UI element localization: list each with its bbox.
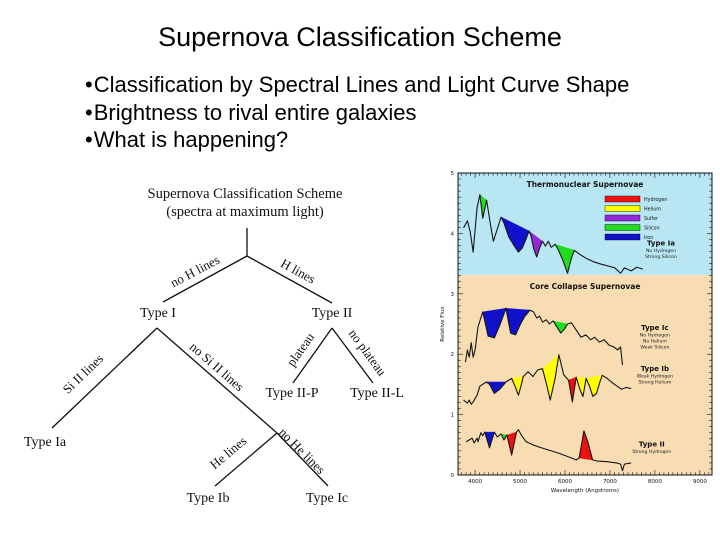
legend-label: Sulfer bbox=[644, 216, 658, 222]
tree-node-type-ii-l: Type II-L bbox=[350, 386, 404, 401]
legend-swatch-iron bbox=[604, 233, 641, 241]
series-label: Type Ib bbox=[641, 365, 669, 373]
series-label: Type Ia bbox=[647, 239, 675, 247]
series-annotation: No Hydrogen bbox=[646, 248, 676, 254]
core-collapse-title: Core Collapse Supernovae bbox=[530, 282, 641, 291]
tree-edge bbox=[276, 432, 329, 487]
legend-label: Silicon bbox=[644, 226, 660, 232]
series-annotation: Strong Silicon bbox=[645, 254, 677, 260]
y-tick-label: 1 bbox=[451, 413, 455, 419]
tree-edge bbox=[162, 255, 248, 303]
x-tick-label: 9000 bbox=[693, 479, 707, 485]
x-tick-label: 7000 bbox=[603, 479, 617, 485]
slide-title: Supernova Classification Scheme bbox=[158, 22, 562, 52]
bullet-marker: • bbox=[85, 99, 93, 125]
bullet-item: •Classification by Spectral Lines and Li… bbox=[85, 71, 629, 99]
series-label: Type II bbox=[639, 441, 665, 449]
series-annotation: No Hydrogen bbox=[640, 333, 670, 339]
bullet-marker: • bbox=[85, 72, 93, 97]
y-tick-label: 3 bbox=[451, 292, 455, 298]
legend-swatch-helium bbox=[604, 205, 641, 212]
y-tick-label: 2 bbox=[451, 352, 455, 358]
tree-edge-label: H lines bbox=[278, 255, 318, 286]
legend-swatch-hydrogen bbox=[604, 195, 641, 203]
spectrum-curve bbox=[465, 429, 632, 472]
tree-edge bbox=[331, 327, 374, 384]
bullet-text: What is happening? bbox=[93, 127, 289, 152]
legend-label: Hydrogen bbox=[644, 197, 667, 203]
tree-title-line2: (spectra at maximum light) bbox=[166, 204, 324, 220]
y-tick-label: 5 bbox=[451, 171, 455, 177]
series-annotation: No Helium bbox=[643, 339, 667, 345]
y-axis-title: Relative Flux bbox=[440, 306, 446, 342]
legend-label: Iron bbox=[644, 235, 653, 241]
tree-edge bbox=[51, 327, 158, 429]
x-tick-label: 6000 bbox=[558, 479, 572, 485]
plot-frame bbox=[457, 172, 713, 476]
tree-title-line1: Supernova Classification Scheme bbox=[148, 186, 343, 202]
x-tick-label: 8000 bbox=[648, 479, 662, 485]
tree-edge-label: no plateau bbox=[346, 326, 390, 379]
tree-node-type-ii-p: Type II-P bbox=[265, 386, 318, 401]
tree-edge bbox=[214, 432, 278, 487]
tree-edge-label: Si II lines bbox=[59, 351, 106, 397]
axis-labels: 0 1 2 3 4 5 4000 5000 6000 7000 8000 9000 Wavelength… bbox=[440, 171, 707, 494]
classification-tree-diagram: Supernova Classification Scheme (spectra … bbox=[24, 186, 404, 506]
tree-edge bbox=[292, 327, 333, 384]
series-annotation: Weak Silicon bbox=[640, 345, 669, 351]
spectrum-curve bbox=[463, 354, 632, 405]
tree-node-type-i: Type I bbox=[140, 306, 176, 321]
supernova-spectra-chart: 0 1 2 3 4 5 4000 5000 6000 7000 8000 9000 Wavelength… bbox=[440, 171, 713, 494]
legend-swatch-sulfer bbox=[604, 214, 641, 222]
tree-edge bbox=[156, 327, 278, 434]
x-tick-label: 5000 bbox=[513, 479, 527, 485]
tree-node-type-ic: Type Ic bbox=[306, 491, 348, 506]
legend: Hydrogen Helium Sulfer Silicon Iron bbox=[604, 195, 667, 241]
thermonuclear-title: Thermonuclear Supernovae bbox=[527, 180, 644, 189]
tree-node-type-ii: Type II bbox=[312, 306, 353, 321]
spectrum-curve bbox=[463, 194, 643, 274]
tree-edge-label: He lines bbox=[207, 433, 250, 472]
tree-node-type-ia: Type Ia bbox=[24, 435, 67, 450]
tree-nodes: Type I Type II Type Ia Type Ib Type Ic Type I… bbox=[24, 306, 404, 506]
bullet-text: Classification by Spectral Lines and Lig… bbox=[93, 72, 630, 97]
series-label: Type Ic bbox=[641, 324, 668, 332]
legend-swatch-silicon bbox=[604, 224, 641, 231]
series-annotation: Weak Hydrogen bbox=[637, 374, 673, 380]
y-tick-label: 4 bbox=[451, 231, 455, 237]
series-annotation: Strong Helium bbox=[638, 380, 671, 386]
bullet-list: •Classification by Spectral Lines and Li… bbox=[85, 71, 629, 154]
tree-edge-label: no Si II lines bbox=[187, 339, 247, 394]
spectrum-curve bbox=[464, 307, 624, 366]
tree-edge-label: no He lines bbox=[276, 425, 328, 477]
x-axis-title: Wavelength (Angstroms) bbox=[551, 488, 619, 494]
bullet-item: •What is happening? bbox=[85, 126, 629, 154]
y-tick-label: 0 bbox=[451, 473, 455, 479]
x-tick-label: 4000 bbox=[468, 479, 482, 485]
bullet-marker: • bbox=[85, 127, 93, 152]
bullet-text: Brightness to rival entire galaxies bbox=[93, 99, 417, 125]
tree-node-type-ib: Type Ib bbox=[187, 491, 230, 506]
legend-label: Helium bbox=[644, 207, 661, 213]
bullet-item: •Brightness to rival entire galaxies bbox=[85, 99, 629, 127]
tree-edge bbox=[246, 255, 333, 304]
tree-edge-label: plateau bbox=[283, 329, 317, 369]
series-annotation: Strong Hydrogen bbox=[632, 449, 671, 455]
